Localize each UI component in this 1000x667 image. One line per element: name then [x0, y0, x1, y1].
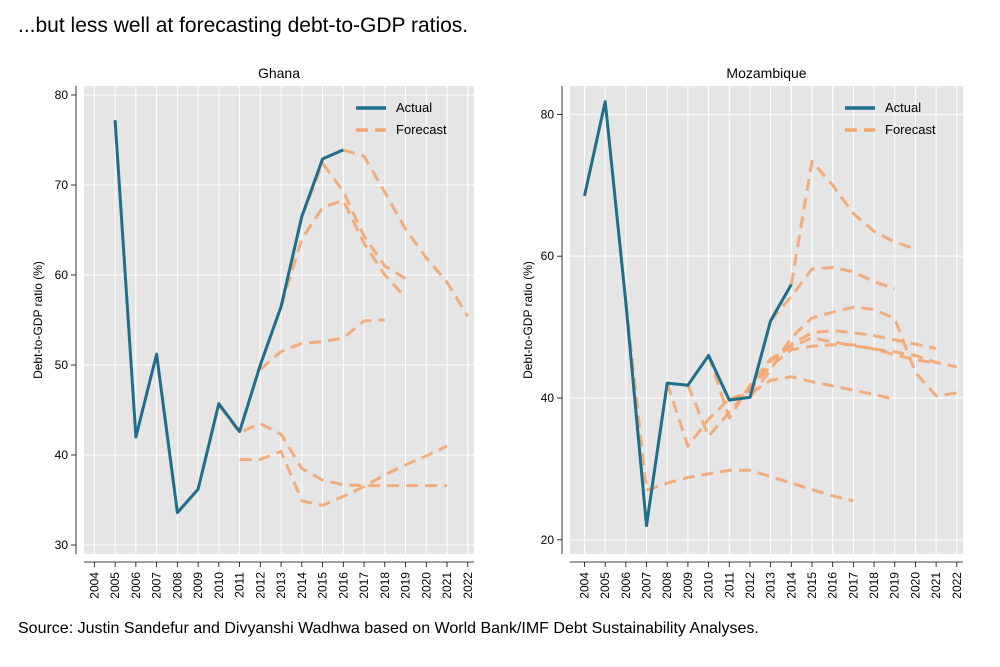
actual-line — [583, 100, 793, 528]
chart-title: Ghana — [258, 65, 300, 81]
forecast-line — [748, 305, 958, 399]
forecast-line — [707, 336, 958, 420]
x-tick-label: 2015 — [805, 572, 819, 599]
plot-area — [84, 86, 474, 554]
legend-forecast-label: Forecast — [885, 122, 936, 137]
x-tick-label: 2005 — [598, 572, 612, 599]
x-tick-label: 2010 — [212, 572, 226, 599]
x-tick-label: 2005 — [108, 572, 122, 599]
x-tick-label: 2016 — [826, 572, 840, 599]
x-tick-label: 2013 — [274, 572, 288, 599]
x-tick-label: 2006 — [619, 572, 633, 599]
forecast-line — [279, 198, 407, 307]
x-tick-label: 2008 — [170, 572, 184, 599]
x-tick-label: 2019 — [888, 572, 902, 599]
x-tick-label: 2019 — [399, 572, 413, 599]
y-axis-label: Debt-to-GDP ratio (%) — [31, 261, 45, 379]
x-tick-label: 2020 — [419, 572, 433, 599]
legend-actual-label: Actual — [396, 100, 432, 115]
x-tick-label: 2022 — [461, 572, 475, 599]
legend-actual-label: Actual — [885, 100, 921, 115]
x-tick-label: 2012 — [743, 572, 757, 599]
x-tick-label: 2010 — [702, 572, 716, 599]
y-tick-label: 80 — [55, 88, 69, 102]
y-tick-label: 50 — [55, 358, 69, 372]
x-tick-label: 2013 — [764, 572, 778, 599]
x-tick-label: 2021 — [440, 572, 454, 599]
forecast-line — [259, 318, 385, 371]
chart-title: Mozambique — [726, 65, 806, 81]
headline: ...but less well at forecasting debt-to-… — [18, 14, 469, 37]
x-tick-label: 2004 — [87, 572, 101, 599]
x-tick-label: 2021 — [929, 572, 943, 599]
x-tick-label: 2015 — [316, 572, 330, 599]
x-tick-label: 2018 — [378, 572, 392, 599]
forecast-line — [769, 266, 896, 322]
mozambique-chart: Mozambique 20 40 60 80 2004 2005 2006 2007 2008 20… — [521, 65, 964, 599]
x-tick-label: 2007 — [150, 572, 164, 599]
x-tick-label: 2022 — [950, 572, 964, 599]
forecast-line — [686, 343, 937, 438]
x-tick-label: 2016 — [336, 572, 350, 599]
forecast-line — [217, 404, 447, 488]
y-tick-label: 70 — [55, 178, 69, 192]
x-tick-label: 2017 — [357, 572, 371, 599]
y-tick-label: 60 — [541, 249, 555, 263]
source-note: Source: Justin Sandefur and Divyanshi Wa… — [18, 620, 759, 637]
x-tick-label: 2012 — [253, 572, 267, 599]
x-tick-label: 2007 — [640, 572, 654, 599]
x-tick-label: 2018 — [867, 572, 881, 599]
x-tick-label: 2014 — [295, 572, 309, 599]
x-tick-label: 2017 — [846, 572, 860, 599]
y-axis-label: Debt-to-GDP ratio (%) — [521, 261, 535, 379]
forecast-line — [789, 159, 916, 285]
x-tick-label: 2009 — [681, 572, 695, 599]
ghana-chart: Ghana 30 40 50 60 70 80 2004 2005 2006 2007 2008 200… — [31, 65, 475, 599]
x-tick-label: 2011 — [722, 572, 736, 598]
x-tick-label: 2011 — [233, 572, 247, 598]
y-tick-label: 40 — [541, 391, 555, 405]
forecast-line — [342, 148, 470, 318]
x-tick-label: 2014 — [784, 572, 798, 599]
forecast-line — [728, 329, 937, 402]
y-tick-label: 60 — [55, 268, 69, 282]
forecast-line — [239, 444, 448, 507]
x-tick-label: 2006 — [129, 572, 143, 599]
y-tick-label: 80 — [541, 107, 555, 121]
y-tick-label: 30 — [55, 538, 69, 552]
forecast-line — [646, 468, 854, 503]
actual-line — [113, 120, 344, 515]
x-tick-label: 2009 — [191, 572, 205, 599]
x-tick-label: 2008 — [660, 572, 674, 599]
forecast-line — [624, 302, 648, 491]
plot-area — [570, 86, 963, 554]
x-tick-label: 2020 — [908, 572, 922, 599]
y-tick-label: 40 — [55, 448, 69, 462]
x-tick-label: 2004 — [577, 572, 591, 599]
legend-forecast-label: Forecast — [396, 122, 447, 137]
y-tick-label: 20 — [541, 533, 555, 547]
